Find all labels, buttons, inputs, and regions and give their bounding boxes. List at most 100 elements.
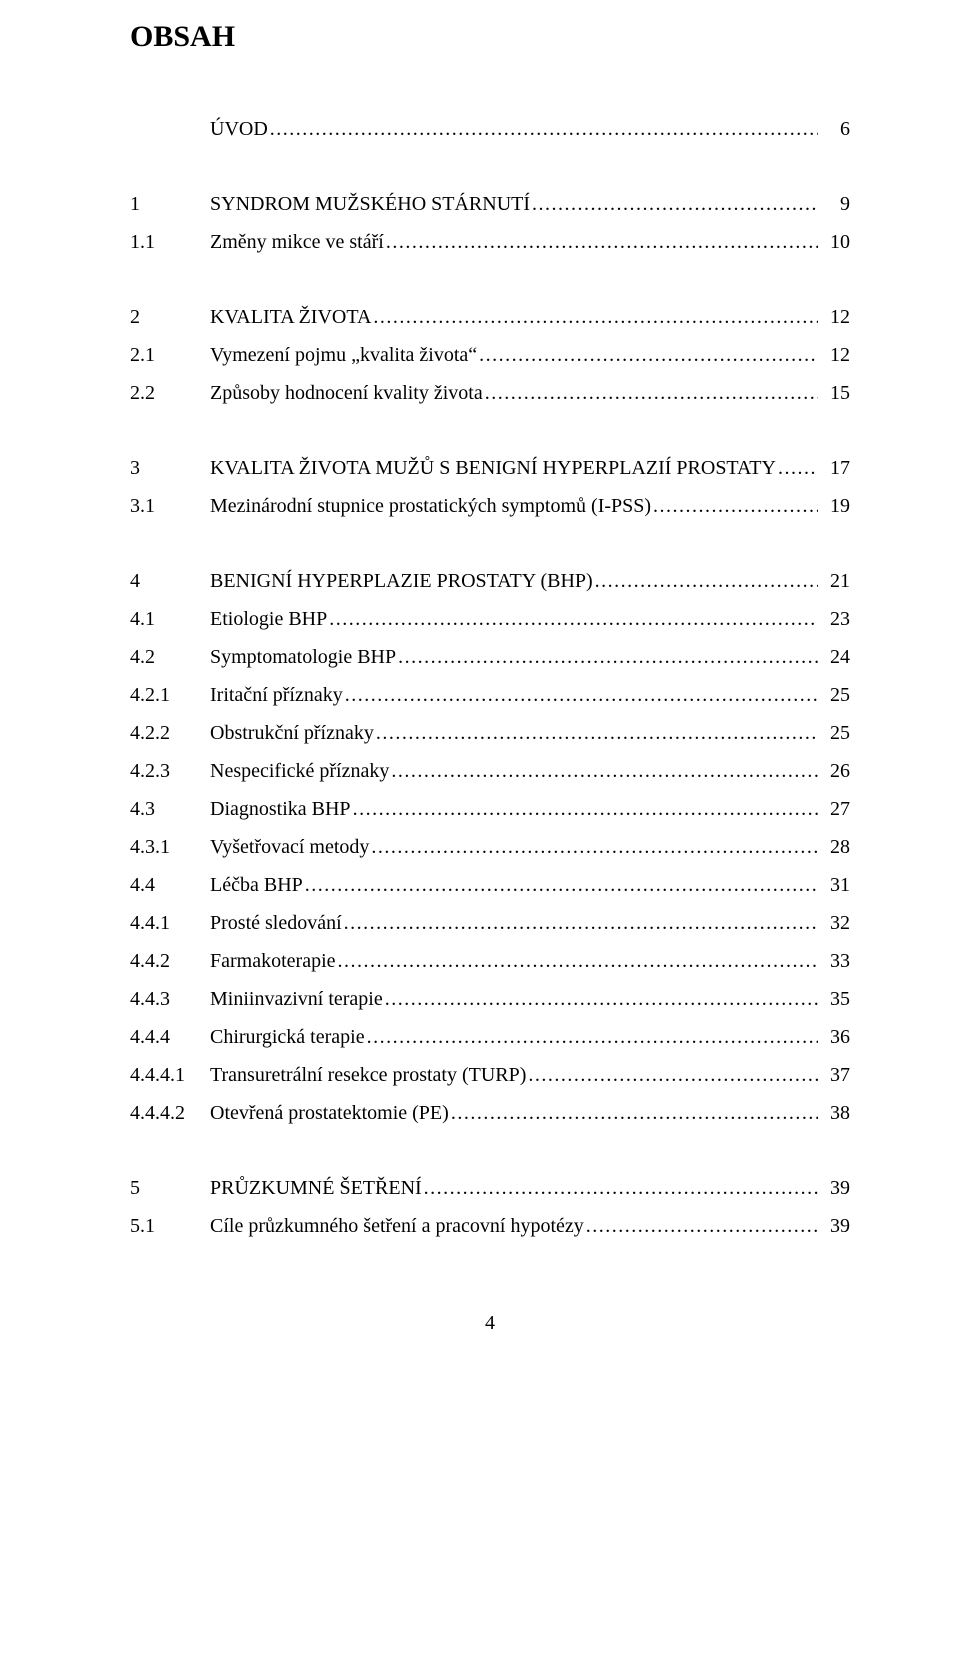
toc-title: KVALITA ŽIVOTA	[210, 302, 371, 333]
toc-title: Transuretrální resekce prostaty (TURP)	[210, 1060, 526, 1091]
toc-page-number: 32	[820, 908, 850, 939]
toc-leader-dots	[485, 378, 818, 409]
toc-group-spacer	[130, 152, 850, 182]
toc-number: 4.2.3	[130, 756, 210, 787]
toc-title: Mezinárodní stupnice prostatických sympt…	[210, 491, 651, 522]
toc-title: KVALITA ŽIVOTA MUŽŮ S BENIGNÍ HYPERPLAZI…	[210, 453, 776, 484]
toc-number: 1.1	[130, 227, 210, 258]
toc-number: 2.1	[130, 340, 210, 371]
toc-entry: 2.1Vymezení pojmu „kvalita života“12	[130, 340, 850, 371]
toc-leader-dots	[376, 718, 818, 749]
toc-leader-dots	[528, 1060, 818, 1091]
toc-page-number: 12	[820, 302, 850, 333]
toc-leader-dots	[305, 870, 818, 901]
toc-page-number: 39	[820, 1173, 850, 1204]
toc-number: 4.4.2	[130, 946, 210, 977]
toc-entry: 4.4.4.2Otevřená prostatektomie (PE) 38	[130, 1098, 850, 1129]
toc-entry: 4.1Etiologie BHP23	[130, 604, 850, 635]
toc-page-number: 10	[820, 227, 850, 258]
toc-page-number: 31	[820, 870, 850, 901]
toc-number: 5	[130, 1173, 210, 1204]
toc-leader-dots	[373, 302, 818, 333]
toc-number: 5.1	[130, 1211, 210, 1242]
toc-leader-dots	[398, 642, 818, 673]
toc-title: Prosté sledování	[210, 908, 342, 939]
toc-group-spacer	[130, 529, 850, 559]
toc-page-number: 23	[820, 604, 850, 635]
toc-number: 4.2.2	[130, 718, 210, 749]
toc-page-number: 27	[820, 794, 850, 825]
toc-number: 3.1	[130, 491, 210, 522]
toc-page-number: 25	[820, 718, 850, 749]
toc-title: Nespecifické příznaky	[210, 756, 389, 787]
toc-title: Iritační příznaky	[210, 680, 343, 711]
table-of-contents: ÚVOD 6 1SYNDROM MUŽSKÉHO STÁRNUTÍ9 1.1Změny…	[130, 114, 850, 1242]
toc-title: Vyšetřovací metody	[210, 832, 369, 863]
page-title: OBSAH	[130, 20, 850, 54]
toc-title: Miniinvazivní terapie	[210, 984, 383, 1015]
toc-entry: 4.2.2Obstrukční příznaky 25	[130, 718, 850, 749]
toc-entry: 4BENIGNÍ HYPERPLAZIE PROSTATY (BHP) 21	[130, 566, 850, 597]
toc-page-number: 17	[820, 453, 850, 484]
toc-leader-dots	[371, 832, 818, 863]
toc-leader-dots	[391, 756, 818, 787]
toc-title: Vymezení pojmu „kvalita života“	[210, 340, 477, 371]
toc-number: 4.3.1	[130, 832, 210, 863]
toc-entry: 5PRŮZKUMNÉ ŠETŘENÍ 39	[130, 1173, 850, 1204]
toc-entry: 4.4.2Farmakoterapie33	[130, 946, 850, 977]
toc-leader-dots	[532, 189, 818, 220]
toc-page-number: 35	[820, 984, 850, 1015]
toc-page-number: 26	[820, 756, 850, 787]
toc-title: Obstrukční příznaky	[210, 718, 374, 749]
toc-group-spacer	[130, 1136, 850, 1166]
toc-number: 4.1	[130, 604, 210, 635]
toc-number: 4.4.4.2	[130, 1098, 210, 1129]
toc-page-number: 21	[820, 566, 850, 597]
toc-page-number: 36	[820, 1022, 850, 1053]
toc-page-number: 24	[820, 642, 850, 673]
toc-group-spacer	[130, 265, 850, 295]
toc-leader-dots	[367, 1022, 818, 1053]
toc-title: Změny mikce ve stáří	[210, 227, 384, 258]
toc-leader-dots	[451, 1098, 818, 1129]
toc-title: SYNDROM MUŽSKÉHO STÁRNUTÍ	[210, 189, 530, 220]
toc-page-number: 6	[820, 114, 850, 145]
toc-number: 4.4.1	[130, 908, 210, 939]
toc-group-spacer	[130, 416, 850, 446]
toc-leader-dots	[778, 453, 818, 484]
toc-number: 2	[130, 302, 210, 333]
toc-entry: 5.1Cíle průzkumného šetření a pracovní h…	[130, 1211, 850, 1242]
toc-number: 4.2.1	[130, 680, 210, 711]
toc-entry: 4.4.1Prosté sledování 32	[130, 908, 850, 939]
toc-leader-dots	[586, 1211, 818, 1242]
toc-number: 1	[130, 189, 210, 220]
toc-number: 4.2	[130, 642, 210, 673]
footer-page-number: 4	[130, 1312, 850, 1335]
toc-entry: 2KVALITA ŽIVOTA 12	[130, 302, 850, 333]
toc-title: PRŮZKUMNÉ ŠETŘENÍ	[210, 1173, 422, 1204]
toc-page-number: 38	[820, 1098, 850, 1129]
toc-entry: 3KVALITA ŽIVOTA MUŽŮ S BENIGNÍ HYPERPLAZ…	[130, 453, 850, 484]
toc-entry: 4.2.3Nespecifické příznaky 26	[130, 756, 850, 787]
toc-entry: 4.3.1Vyšetřovací metody28	[130, 832, 850, 863]
toc-entry: 4.4Léčba BHP31	[130, 870, 850, 901]
toc-leader-dots	[385, 984, 818, 1015]
toc-number: 3	[130, 453, 210, 484]
toc-number: 4	[130, 566, 210, 597]
toc-title: Farmakoterapie	[210, 946, 336, 977]
toc-number: 4.4.4	[130, 1022, 210, 1053]
toc-number: 4.4.3	[130, 984, 210, 1015]
toc-entry: 4.4.4.1Transuretrální resekce prostaty (…	[130, 1060, 850, 1091]
toc-leader-dots	[424, 1173, 818, 1204]
toc-leader-dots	[653, 491, 818, 522]
toc-leader-dots	[338, 946, 819, 977]
toc-entry: ÚVOD 6	[130, 114, 850, 145]
toc-leader-dots	[595, 566, 818, 597]
toc-title: BENIGNÍ HYPERPLAZIE PROSTATY (BHP)	[210, 566, 593, 597]
toc-entry: 4.2Symptomatologie BHP24	[130, 642, 850, 673]
toc-title: ÚVOD	[210, 114, 268, 145]
toc-leader-dots	[344, 908, 818, 939]
toc-entry: 1SYNDROM MUŽSKÉHO STÁRNUTÍ9	[130, 189, 850, 220]
toc-title: Otevřená prostatektomie (PE)	[210, 1098, 449, 1129]
toc-leader-dots	[270, 114, 818, 145]
